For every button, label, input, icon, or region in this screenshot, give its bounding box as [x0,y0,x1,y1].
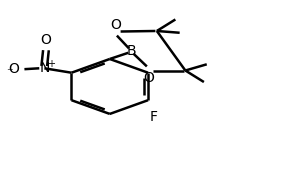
Text: N: N [39,61,50,75]
Text: F: F [150,110,158,124]
Text: ⁻: ⁻ [6,66,13,79]
Text: O: O [9,62,20,76]
Text: O: O [143,71,154,84]
Text: +: + [47,59,55,69]
Text: O: O [110,17,121,32]
Text: O: O [40,33,51,47]
Text: B: B [126,44,136,58]
